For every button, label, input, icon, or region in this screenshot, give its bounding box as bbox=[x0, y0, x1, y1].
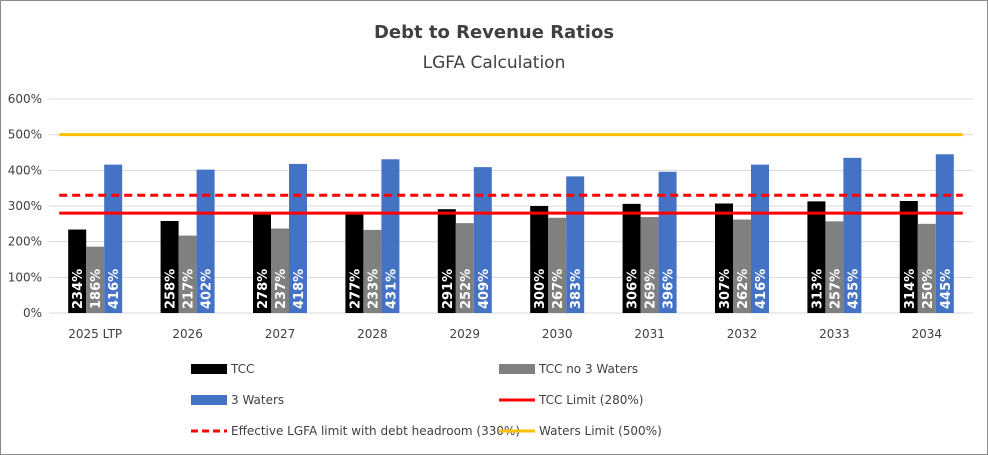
bar-data-label: 277% bbox=[348, 269, 363, 309]
bar bbox=[104, 164, 123, 313]
bar-data-label: 300% bbox=[533, 269, 548, 309]
bar bbox=[733, 219, 751, 313]
chart-title: Debt to Revenue Ratios bbox=[374, 22, 614, 43]
bar-data-label: 291% bbox=[441, 269, 456, 309]
y-tick-label: 600% bbox=[8, 92, 42, 106]
x-tick-label: 2028 bbox=[357, 327, 388, 341]
bar bbox=[345, 214, 364, 313]
bar-data-label: 269% bbox=[644, 269, 659, 309]
bar-data-label: 233% bbox=[366, 269, 381, 309]
bar-data-label: 262% bbox=[736, 269, 751, 309]
bar bbox=[455, 223, 474, 313]
bar bbox=[622, 203, 641, 313]
y-tick-label: 0% bbox=[23, 306, 42, 320]
bar-data-label: 313% bbox=[810, 269, 825, 309]
bar bbox=[381, 159, 400, 313]
bar bbox=[437, 209, 456, 313]
bar-data-label: 416% bbox=[754, 269, 769, 309]
bar-data-label: 396% bbox=[662, 269, 677, 309]
bar-data-label: 307% bbox=[718, 269, 733, 309]
y-tick-label: 200% bbox=[8, 235, 42, 249]
bar-data-label: 258% bbox=[164, 269, 179, 309]
legend-swatch bbox=[499, 364, 535, 374]
bar bbox=[640, 217, 659, 313]
legend-label: TCC bbox=[230, 362, 254, 376]
bar bbox=[196, 169, 215, 313]
bar bbox=[271, 228, 289, 313]
bar-data-label: 402% bbox=[200, 269, 215, 309]
bar bbox=[160, 220, 179, 313]
bar bbox=[825, 221, 844, 313]
x-tick-label: 2026 bbox=[172, 327, 203, 341]
legend-label: TCC no 3 Waters bbox=[538, 362, 638, 376]
bar bbox=[289, 163, 307, 313]
bar bbox=[253, 213, 271, 313]
y-axis-ticks: 0% 100% 200% 300% 400% 500% 600% bbox=[8, 92, 42, 320]
legend-label: Effective LGFA limit with debt headroom … bbox=[231, 424, 520, 438]
bar-data-label: 409% bbox=[477, 269, 492, 309]
bar bbox=[363, 229, 382, 313]
bar-data-label: 217% bbox=[182, 269, 197, 309]
bar bbox=[917, 223, 936, 313]
chart-subtitle: LGFA Calculation bbox=[423, 53, 566, 73]
bar bbox=[751, 164, 769, 313]
y-tick-label: 100% bbox=[8, 270, 42, 284]
bar-data-label: 416% bbox=[107, 269, 122, 309]
bar bbox=[68, 229, 87, 313]
bar-data-label: 445% bbox=[939, 269, 954, 309]
bar bbox=[807, 201, 826, 313]
x-tick-label: 2027 bbox=[265, 327, 296, 341]
bars: 234% 186% 416% 258% 217% 402% 278% 237% 418% 277%… bbox=[68, 154, 954, 313]
bar-data-label: 257% bbox=[828, 269, 843, 309]
x-tick-label: 2034 bbox=[912, 327, 943, 341]
bar-data-label: 431% bbox=[384, 269, 399, 309]
bar-data-label: 252% bbox=[459, 269, 474, 309]
legend-label: TCC Limit (280%) bbox=[538, 393, 643, 407]
legend-swatch bbox=[191, 364, 227, 374]
bar-data-label: 186% bbox=[89, 269, 104, 309]
y-tick-label: 400% bbox=[8, 163, 42, 177]
x-tick-label: 2032 bbox=[727, 327, 758, 341]
bar bbox=[178, 235, 197, 313]
bar bbox=[899, 201, 918, 313]
x-tick-label: 2030 bbox=[542, 327, 573, 341]
legend-swatch bbox=[191, 395, 227, 405]
x-tick-label: 2033 bbox=[819, 327, 850, 341]
y-tick-label: 300% bbox=[8, 199, 42, 213]
bar-data-label: 267% bbox=[551, 269, 566, 309]
legend-label: Waters Limit (500%) bbox=[539, 424, 662, 438]
bar-data-label: 314% bbox=[903, 269, 918, 309]
bar-data-label: 234% bbox=[71, 269, 86, 309]
bar-data-label: 306% bbox=[626, 269, 641, 309]
bar-data-label: 250% bbox=[921, 269, 936, 309]
limit-lines bbox=[59, 133, 963, 215]
bar bbox=[548, 217, 567, 313]
x-tick-label: 2031 bbox=[634, 327, 665, 341]
bar bbox=[473, 167, 492, 313]
bar bbox=[530, 206, 549, 313]
bar bbox=[658, 171, 677, 313]
bar-data-label: 278% bbox=[256, 269, 271, 309]
y-tick-label: 500% bbox=[8, 128, 42, 142]
legend: TCC TCC no 3 Waters 3 Waters TCC Limit (280… bbox=[191, 362, 662, 438]
bar-data-label: 435% bbox=[846, 269, 861, 309]
bar bbox=[86, 246, 105, 313]
bar-data-label: 383% bbox=[569, 269, 584, 309]
legend-label: 3 Waters bbox=[231, 393, 284, 407]
bar bbox=[715, 203, 733, 313]
bar-data-label: 418% bbox=[292, 269, 307, 309]
bar-data-label: 237% bbox=[274, 269, 289, 309]
bar bbox=[566, 176, 585, 313]
x-tick-label: 2029 bbox=[450, 327, 481, 341]
x-tick-label: 2025 LTP bbox=[68, 327, 122, 341]
x-axis-ticks: 2025 LTP 2026 2027 2028 2029 2030 2031 2032 2033… bbox=[68, 327, 942, 341]
